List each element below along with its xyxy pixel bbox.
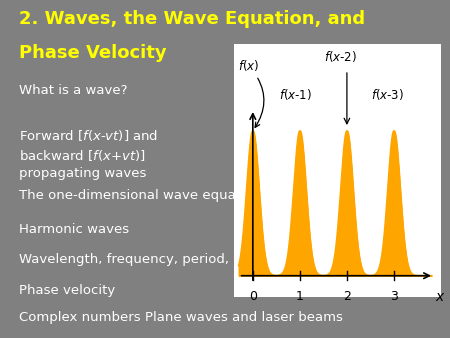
Text: $f(x$-$1)$: $f(x$-$1)$ xyxy=(279,87,312,102)
Text: Forward [$f(x$-$vt)$] and
backward [$f(x$+$vt)$]
propagating waves: Forward [$f(x$-$vt)$] and backward [$f(x… xyxy=(19,128,158,180)
Text: x: x xyxy=(435,290,444,304)
Text: 0: 0 xyxy=(249,290,257,303)
Text: $f(x$-$3)$: $f(x$-$3)$ xyxy=(371,87,405,102)
Text: 3: 3 xyxy=(390,290,398,303)
Text: Wavelength, frequency, period, etc.: Wavelength, frequency, period, etc. xyxy=(19,254,258,266)
Text: 2. Waves, the Wave Equation, and: 2. Waves, the Wave Equation, and xyxy=(19,10,365,28)
Text: The one-dimensional wave equation: The one-dimensional wave equation xyxy=(19,189,261,202)
Text: $f(x)$: $f(x)$ xyxy=(238,58,264,127)
Text: Harmonic waves: Harmonic waves xyxy=(19,223,129,236)
Text: Phase Velocity: Phase Velocity xyxy=(19,44,166,62)
Text: 2: 2 xyxy=(343,290,351,303)
Text: What is a wave?: What is a wave? xyxy=(19,84,127,97)
Text: $f(x$-$2)$: $f(x$-$2)$ xyxy=(324,49,357,64)
Text: Complex numbers: Complex numbers xyxy=(19,312,140,324)
Text: Phase velocity: Phase velocity xyxy=(19,284,115,297)
Text: Plane waves and laser beams: Plane waves and laser beams xyxy=(145,312,343,324)
Text: 1: 1 xyxy=(296,290,304,303)
